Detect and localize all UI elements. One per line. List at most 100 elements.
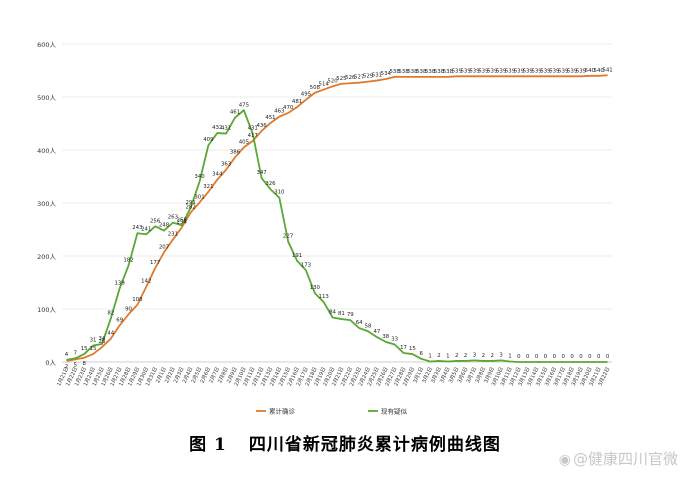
suspected-series-line (66, 109, 608, 363)
y-tick-label: 0人 (45, 359, 56, 367)
confirmed-data-label: 539 (558, 68, 569, 74)
suspected-data-label: 0 (579, 354, 583, 360)
suspected-data-label: 432 (212, 125, 222, 131)
suspected-data-label: 0 (570, 354, 574, 360)
confirmed-data-label: 481 (292, 99, 302, 105)
suspected-data-label: 47 (373, 329, 380, 335)
legend-suspected-label: 现有疑似 (381, 407, 408, 416)
suspected-data-label: 475 (239, 102, 249, 108)
suspected-data-label: 84 (329, 309, 336, 315)
case-curve-chart: 0人100人200人300人400人500人600人1月21日1月22日1月23… (37, 41, 613, 416)
confirmed-data-label: 538 (390, 69, 401, 75)
confirmed-data-label: 28 (98, 339, 105, 345)
confirmed-data-label: 539 (531, 68, 542, 74)
confirmed-data-label: 470 (283, 105, 294, 111)
confirmed-data-label: 539 (514, 68, 525, 74)
suspected-data-label: 0 (517, 354, 521, 360)
confirmed-data-label: 538 (407, 69, 418, 75)
suspected-data-label: 38 (382, 334, 389, 340)
suspected-data-label: 15 (81, 346, 88, 352)
confirmed-data-label: 529 (363, 74, 374, 80)
y-tick-label: 500人 (37, 94, 56, 102)
confirmed-data-label: 514 (319, 82, 330, 88)
suspected-data-label: 409 (203, 137, 214, 143)
confirmed-data-label: 538 (425, 69, 436, 75)
suspected-data-label: 139 (115, 280, 126, 286)
confirmed-data-label: 69 (116, 317, 123, 323)
suspected-data-label: 2 (482, 353, 485, 359)
confirmed-data-label: 539 (487, 68, 498, 74)
confirmed-data-label: 344 (212, 172, 223, 178)
y-tick-label: 200人 (37, 253, 56, 261)
suspected-data-label: 173 (301, 262, 311, 268)
confirmed-data-label: 207 (159, 244, 169, 250)
suspected-data-label: 340 (194, 174, 205, 180)
confirmed-data-label: 538 (443, 69, 454, 75)
confirmed-data-label: 541 (602, 67, 612, 73)
confirmed-data-label: 527 (354, 75, 364, 81)
suspected-data-label: 310 (274, 190, 285, 196)
y-tick-label: 300人 (37, 200, 56, 208)
confirmed-data-label: 534 (381, 71, 392, 77)
confirmed-data-label: 5 (74, 362, 77, 368)
confirmed-data-label: 539 (505, 68, 516, 74)
confirmed-data-label: 531 (372, 73, 382, 79)
confirmed-data-label: 386 (230, 149, 241, 155)
y-tick-label: 100人 (37, 306, 56, 314)
confirmed-data-label: 2 (65, 364, 68, 370)
confirmed-data-label: 417 (248, 133, 258, 139)
confirmed-data-label: 539 (576, 68, 587, 74)
suspected-data-label: 1 (428, 353, 431, 359)
confirmed-data-label: 363 (221, 162, 231, 168)
suspected-data-label: 58 (365, 323, 372, 329)
confirmed-data-label: 254 (177, 219, 188, 225)
suspected-data-label: 34 (98, 336, 105, 342)
suspected-data-label: 7 (74, 350, 77, 356)
suspected-data-label: 243 (132, 225, 142, 231)
suspected-data-label: 258 (177, 217, 188, 223)
confirmed-data-label: 321 (203, 184, 213, 190)
suspected-data-label: 347 (256, 170, 266, 176)
confirmed-data-label: 142 (141, 279, 151, 285)
suspected-data-label: 2 (437, 353, 440, 359)
suspected-data-label: 0 (588, 354, 592, 360)
figure-caption: 图 1 四川省新冠肺炎累计病例曲线图 (0, 430, 690, 455)
confirmed-data-label: 15 (90, 346, 97, 352)
watermark-text: @健康四川官微 (572, 450, 678, 468)
confirmed-data-label: 538 (398, 69, 409, 75)
y-tick-label: 400人 (37, 147, 56, 155)
suspected-data-label: 82 (107, 311, 114, 317)
confirmed-data-label: 463 (274, 109, 284, 115)
confirmed-data-label: 90 (125, 306, 132, 312)
confirmed-data-label: 539 (452, 68, 463, 74)
suspected-data-label: 4 (65, 352, 69, 358)
suspected-data-label: 431 (248, 126, 258, 132)
confirmed-data-label: 282 (185, 205, 195, 211)
confirmed-data-label: 540 (594, 68, 605, 74)
suspected-data-label: 2 (455, 353, 458, 359)
suspected-data-label: 191 (292, 253, 302, 259)
confirmed-data-label: 436 (256, 123, 267, 129)
suspected-data-label: 2 (491, 353, 494, 359)
confirmed-data-label: 525 (336, 76, 346, 82)
confirmed-data-label: 177 (150, 260, 160, 266)
suspected-data-label: 79 (347, 312, 354, 318)
confirmed-data-label: 108 (132, 297, 143, 303)
confirmed-data-label: 451 (265, 115, 275, 121)
confirmed-data-label: 538 (434, 69, 445, 75)
suspected-data-label: 2 (464, 353, 467, 359)
suspected-data-label: 227 (283, 234, 293, 240)
confirmed-data-label: 539 (460, 68, 471, 74)
suspected-data-label: 291 (185, 200, 195, 206)
suspected-data-label: 3 (473, 352, 476, 358)
legend-confirmed-label: 累计确诊 (269, 407, 296, 416)
suspected-data-label: 81 (338, 311, 345, 317)
confirmed-data-label: 231 (168, 232, 178, 238)
confirmed-data-label: 508 (310, 85, 321, 91)
confirmed-data-label: 405 (239, 139, 249, 145)
confirmed-data-label: 540 (585, 68, 596, 74)
suspected-data-label: 248 (159, 223, 170, 229)
confirmed-data-label: 8 (82, 361, 86, 367)
suspected-data-label: 326 (265, 181, 276, 187)
suspected-data-label: 0 (561, 354, 565, 360)
